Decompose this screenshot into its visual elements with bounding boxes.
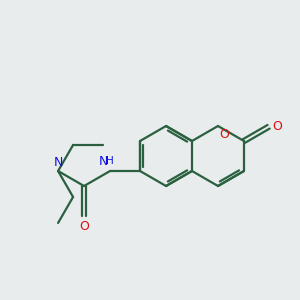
Text: H: H bbox=[106, 156, 114, 166]
Text: N: N bbox=[53, 157, 63, 169]
Text: O: O bbox=[272, 120, 282, 133]
Text: O: O bbox=[220, 128, 230, 140]
Text: N: N bbox=[99, 155, 108, 168]
Text: O: O bbox=[79, 220, 89, 233]
